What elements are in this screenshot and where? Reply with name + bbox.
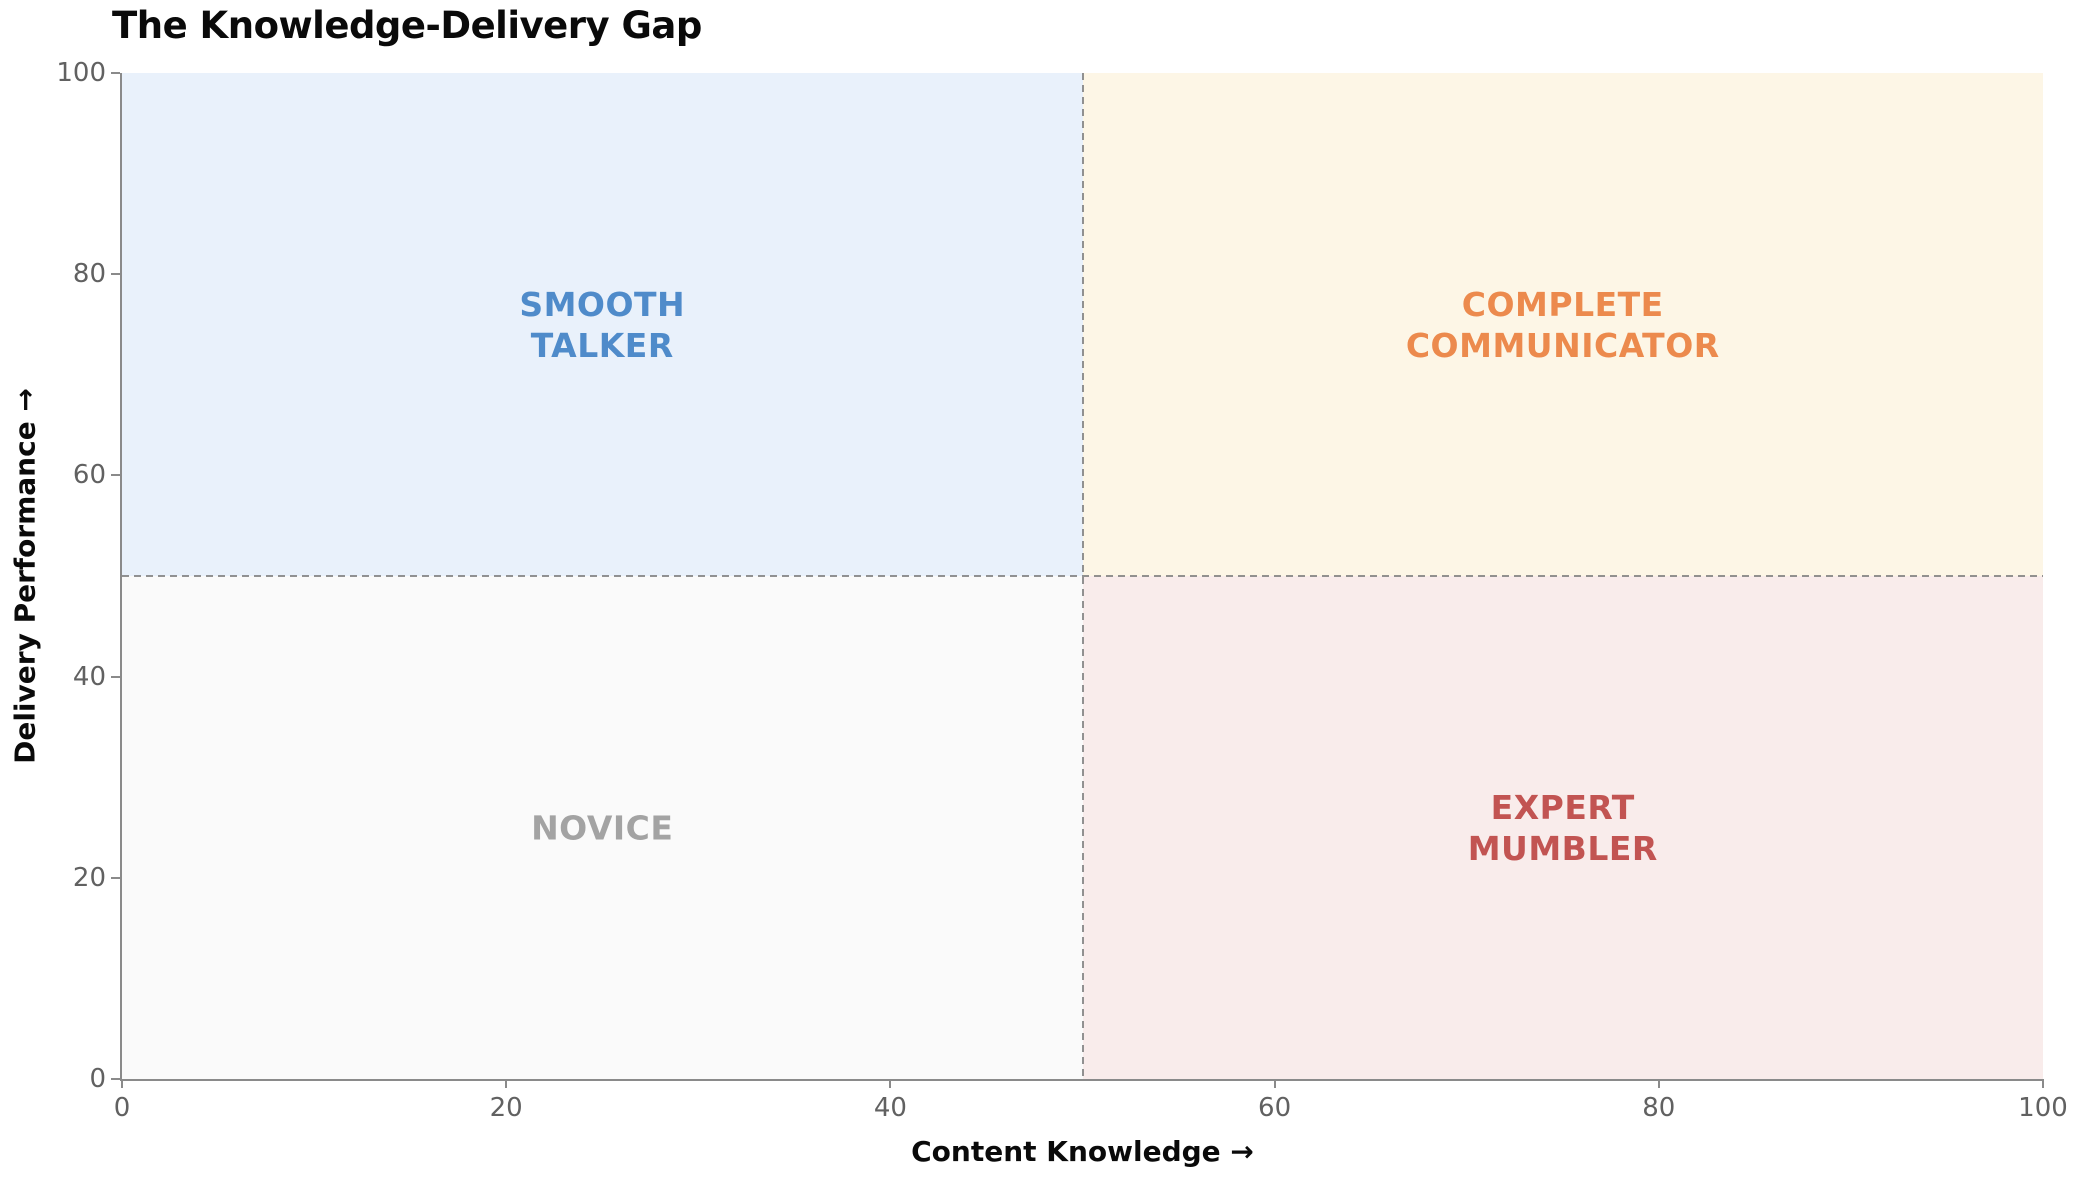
x-tick-label-100: 100 (2018, 1093, 2068, 1123)
y-axis-label: Delivery Performance → (8, 388, 42, 764)
quadrant-label-complete-communicator: COMPLETE COMMUNICATOR (1405, 284, 1720, 365)
x-tick-label-60: 60 (1258, 1093, 1292, 1123)
x-axis-label: Content Knowledge → (911, 1135, 1254, 1168)
quadrant-panels: SMOOTH TALKER COMPLETE COMMUNICATOR NOVI… (122, 73, 2043, 1079)
divider-line-horizontal (122, 575, 2043, 577)
y-tick-label-60: 60 (72, 460, 106, 491)
y-tick-label-80: 80 (72, 259, 106, 290)
x-tick-mark-100 (2042, 1079, 2044, 1088)
x-tick-label-80: 80 (1642, 1093, 1676, 1123)
x-tick-mark-60 (1273, 1079, 1276, 1088)
quadrant-label-expert-mumbler: EXPERT MUMBLER (1467, 787, 1658, 868)
x-tick-mark-20 (505, 1079, 508, 1088)
x-tick-mark-80 (1657, 1079, 1660, 1088)
x-tick-label-0: 0 (113, 1093, 131, 1123)
x-tick-mark-40 (889, 1079, 892, 1088)
y-tick-mark-20 (111, 876, 120, 879)
y-tick-mark-0 (111, 1078, 120, 1080)
quadrant-novice: NOVICE (122, 576, 1083, 1079)
y-tick-label-0: 0 (89, 1064, 106, 1094)
chart-title: The Knowledge-Delivery Gap (112, 4, 702, 47)
x-tick-label-20: 20 (489, 1093, 523, 1123)
x-tick-mark-0 (121, 1079, 123, 1088)
y-tick-label-40: 40 (72, 661, 106, 692)
plot-area: SMOOTH TALKER COMPLETE COMMUNICATOR NOVI… (9, 58, 2068, 1168)
x-tick-label-40: 40 (873, 1093, 907, 1123)
quadrant-smooth-talker: SMOOTH TALKER (122, 73, 1083, 576)
quadrant-label-novice: NOVICE (531, 807, 674, 847)
quadrant-expert-mumbler: EXPERT MUMBLER (1082, 576, 2043, 1079)
y-tick-mark-40 (111, 675, 120, 678)
y-tick-mark-60 (111, 474, 120, 477)
y-tick-mark-100 (111, 72, 120, 74)
quadrant-label-smooth-talker: SMOOTH TALKER (519, 284, 686, 365)
y-tick-mark-80 (111, 273, 120, 276)
quadrant-complete-communicator: COMPLETE COMMUNICATOR (1082, 73, 2043, 576)
y-tick-label-20: 20 (72, 862, 106, 893)
y-tick-label-100: 100 (56, 58, 106, 88)
